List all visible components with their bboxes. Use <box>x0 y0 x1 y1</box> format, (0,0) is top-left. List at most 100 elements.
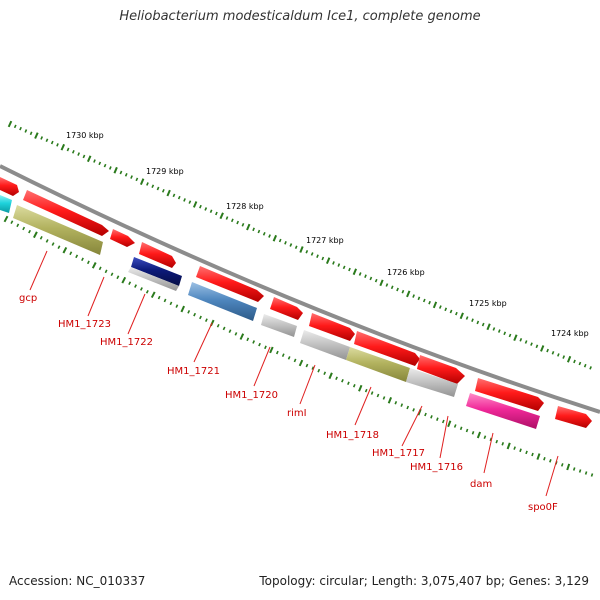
gene-label-hm1-1717[interactable]: HM1_1717 <box>372 448 425 459</box>
gene-feature[interactable] <box>128 267 179 291</box>
inner-tick <box>45 239 49 243</box>
gene-label-hm1-1716[interactable]: HM1_1716 <box>410 462 463 473</box>
gene-feature[interactable] <box>0 177 19 196</box>
scale-tick <box>209 209 213 214</box>
scale-tick <box>124 172 128 177</box>
scale-tick <box>573 359 576 364</box>
scale-tick <box>578 361 582 366</box>
gene-feature[interactable] <box>466 393 540 429</box>
gene-feature[interactable] <box>354 331 420 366</box>
gene-label-hm1-1720[interactable]: HM1_1720 <box>225 390 278 401</box>
genome-title: Heliobacterium modesticaldum Ice1, compl… <box>119 9 481 24</box>
scale-tick <box>161 188 165 193</box>
gene-feature[interactable] <box>346 347 410 382</box>
scale-tick <box>513 334 518 341</box>
inner-tick <box>51 242 55 246</box>
scale-label-1724: 1724 kbp <box>551 329 589 338</box>
gene-feature[interactable] <box>13 205 103 255</box>
genome-summary-text: Topology: circular; Length: 3,075,407 bp… <box>259 574 589 588</box>
scale-tick <box>492 327 496 331</box>
gene-label-dam[interactable]: dam <box>470 479 492 490</box>
gene-feature[interactable] <box>131 257 182 286</box>
scale-tick <box>98 161 102 166</box>
gene-feature[interactable] <box>300 330 350 360</box>
inner-tick <box>199 315 202 320</box>
gene-feature[interactable] <box>555 406 592 428</box>
gene-feature[interactable] <box>0 195 12 213</box>
scale-tick <box>444 307 448 312</box>
scale-tick <box>348 267 351 272</box>
gene-label-hm1-1722[interactable]: HM1_1722 <box>100 337 153 348</box>
gene-feature[interactable] <box>139 242 176 268</box>
gene-feature[interactable] <box>475 378 544 411</box>
scale-tick <box>465 316 469 320</box>
inner-tick <box>57 245 61 249</box>
scale-tick <box>146 182 149 186</box>
inner-tick <box>293 358 297 363</box>
scale-tick <box>310 252 314 256</box>
inner-tick <box>163 298 167 303</box>
inner-tick <box>33 231 38 239</box>
gene-feature[interactable] <box>196 266 264 302</box>
inner-tick <box>382 396 386 400</box>
inner-tick <box>531 452 534 457</box>
inner-tick <box>323 371 327 376</box>
gene-feature[interactable] <box>23 190 109 236</box>
gene-feature[interactable] <box>270 297 303 320</box>
inner-tick <box>62 246 68 254</box>
scale-tick <box>321 256 325 261</box>
gene-feature[interactable] <box>188 282 257 321</box>
inner-tick <box>264 345 267 350</box>
inner-tick <box>121 276 127 284</box>
scale-tick <box>332 261 335 265</box>
gene-label-hm1-1718[interactable]: HM1_1718 <box>326 430 379 441</box>
scale-tick <box>246 223 251 231</box>
gene-label-hm1-1721[interactable]: HM1_1721 <box>167 366 220 377</box>
inner-tick <box>471 431 475 435</box>
inner-tick <box>145 290 149 294</box>
gene-feature[interactable] <box>417 355 465 384</box>
gene-label-spo0f[interactable]: spo0F <box>528 502 558 513</box>
scale-tick <box>455 311 458 316</box>
gene-label-rimi[interactable]: rimI <box>287 408 307 419</box>
scale-tick <box>385 283 389 287</box>
gene-feature[interactable] <box>110 229 135 247</box>
inner-tick <box>228 329 232 333</box>
inner-tick <box>298 359 304 367</box>
gene-label-hm1-1723[interactable]: HM1_1723 <box>58 319 111 330</box>
inner-tick <box>453 424 457 428</box>
gene-feature[interactable] <box>261 314 297 337</box>
inner-tick <box>317 368 321 373</box>
inner-tick <box>134 284 138 288</box>
scale-tick <box>390 285 394 290</box>
scale-tick <box>230 218 234 223</box>
inner-tick <box>394 400 398 405</box>
scale-tick <box>113 166 118 174</box>
inner-tick <box>424 412 427 417</box>
inner-tick <box>69 251 73 256</box>
scale-tick <box>486 323 491 331</box>
scale-tick <box>93 159 96 163</box>
gene-feature[interactable] <box>309 313 355 341</box>
inner-tick <box>525 450 528 455</box>
leader-line <box>299 364 316 405</box>
inner-tick <box>234 332 238 336</box>
gene-feature[interactable] <box>406 368 458 397</box>
inner-tick <box>352 383 356 388</box>
scale-tick <box>401 289 405 294</box>
scale-tick <box>299 246 304 253</box>
scale-tick <box>589 366 592 370</box>
inner-tick <box>246 337 250 342</box>
inner-tick <box>128 281 132 285</box>
scale-tick <box>374 278 378 283</box>
inner-tick <box>341 378 344 383</box>
inner-tick <box>459 426 463 431</box>
scale-tick <box>177 195 181 200</box>
scale-tick <box>278 238 282 243</box>
scale-tick <box>172 193 176 198</box>
scale-tick <box>215 211 218 216</box>
inner-tick <box>22 226 26 231</box>
inner-tick <box>204 318 208 322</box>
gene-label-gcp[interactable]: gcp <box>19 293 37 304</box>
scale-tick <box>119 170 123 175</box>
